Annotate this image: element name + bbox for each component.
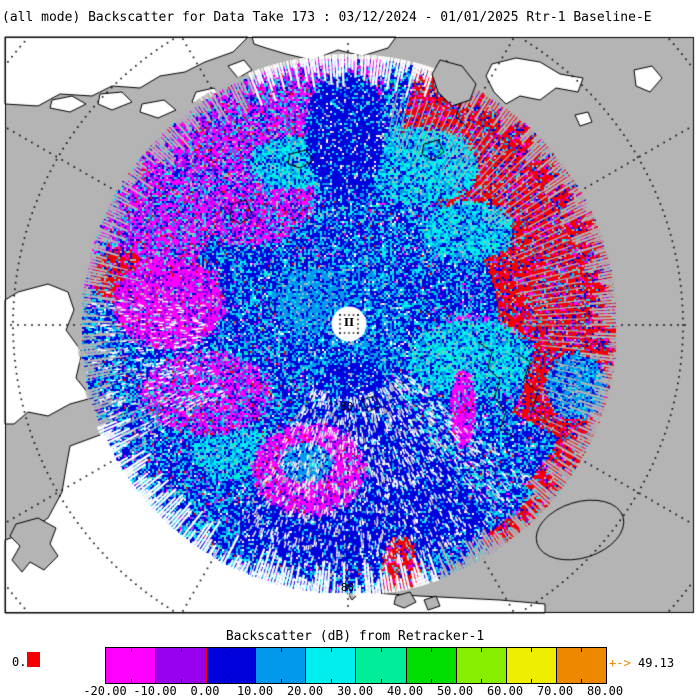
colorbar-tick-label: -20.00 [83, 684, 127, 698]
figure-title: (all mode) Backscatter for Data Take 173… [2, 10, 652, 25]
colorbar-segment [506, 648, 557, 683]
colorbar-tick-label: 60.00 [486, 684, 524, 698]
colorbar-title: Backscatter (dB) from Retracker-1 [225, 629, 485, 644]
colorbar-min-swatch [27, 652, 40, 667]
colorbar [105, 647, 607, 684]
colorbar-max-value: 49.13 [638, 656, 675, 670]
colorbar-max-arrow-icon: +-> [609, 656, 631, 670]
colorbar-segment [256, 648, 307, 683]
colorbar-segment [206, 648, 257, 683]
colorbar-zero-marker [205, 648, 207, 683]
colorbar-segment [156, 648, 207, 683]
colorbar-tick-label: 50.00 [436, 684, 474, 698]
pole-marker: II [343, 316, 355, 329]
colorbar-tick-label: 20.00 [286, 684, 324, 698]
colorbar-tick-label: 30.00 [336, 684, 374, 698]
colorbar-tick-label: 10.00 [236, 684, 274, 698]
colorbar-segment [556, 648, 606, 683]
colorbar-segment [456, 648, 507, 683]
colorbar-tick-label: 70.00 [536, 684, 574, 698]
colorbar-tick-label: 0.00 [190, 684, 220, 698]
colorbar-tick-label: -10.00 [133, 684, 177, 698]
colorbar-tick-label: 40.00 [386, 684, 424, 698]
colorbar-segment [306, 648, 357, 683]
colorbar-segment [106, 648, 157, 683]
colorbar-segment [356, 648, 407, 683]
colorbar-tick-label: 80.00 [586, 684, 624, 698]
colorbar-segment [406, 648, 457, 683]
latitude-label: 80 [341, 581, 355, 594]
latitude-label: 80 [340, 400, 354, 413]
